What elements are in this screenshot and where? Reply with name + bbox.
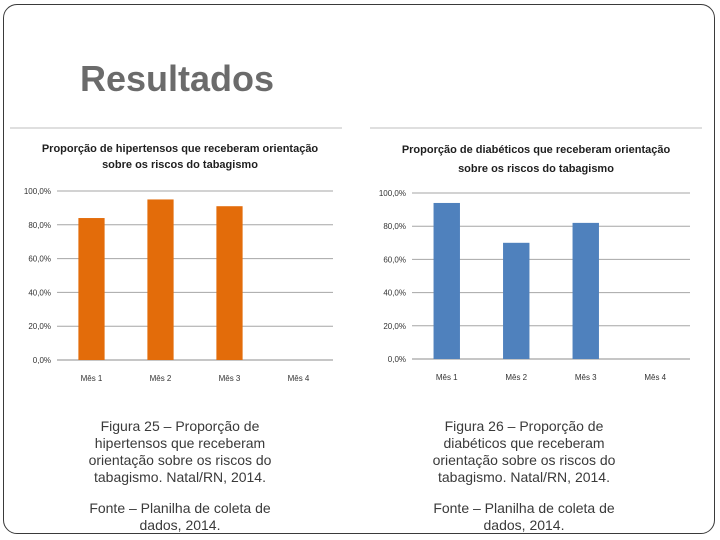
y-tick-label: 40,0% [383,289,406,298]
x-category-label: Mês 2 [150,374,172,383]
slide-frame [3,4,715,534]
x-category-label: Mês 4 [644,373,666,382]
y-tick-label: 80,0% [383,222,406,231]
x-category-label: Mês 2 [505,373,527,382]
bar-diabeticos-mes-3 [572,222,599,359]
x-category-label: Mês 4 [288,374,310,383]
x-category-label: Mês 3 [219,374,241,383]
slide-title: Resultados [80,58,275,99]
chart-title-line: sobre os riscos do tabagismo [458,163,614,175]
y-tick-label: 20,0% [28,322,51,331]
y-tick-label: 100,0% [379,189,406,198]
chart-title-line: Proporção de diabéticos que receberam or… [402,144,671,156]
y-tick-label: 40,0% [28,288,51,297]
chart-hipertensos: Proporção de hipertensos que receberam o… [10,127,342,383]
chart-title-line: Proporção de hipertensos que receberam o… [42,143,319,155]
x-category-label: Mês 1 [436,373,458,382]
figure-25-caption: Figura 25 – Proporção de hipertensos que… [88,418,272,485]
figure-26-caption: Figura 26 – Proporção de diabéticos que … [432,418,616,485]
x-category-label: Mês 3 [575,373,597,382]
figure-25-source: Fonte – Planilha de coleta de dados, 201… [89,500,271,533]
bar-diabeticos-mes-2 [503,242,530,359]
chart-title-line: sobre os riscos do tabagismo [102,159,258,171]
bar-hipertensos-mes-2 [147,199,174,360]
y-tick-label: 0,0% [388,355,406,364]
bar-diabeticos-mes-1 [433,202,460,359]
figure-26-source: Fonte – Planilha de coleta de dados, 201… [433,500,615,533]
y-tick-label: 0,0% [33,356,51,365]
y-tick-label: 60,0% [28,255,51,264]
y-tick-label: 100,0% [24,187,51,196]
y-tick-label: 60,0% [383,255,406,264]
bar-hipertensos-mes-3 [216,206,243,360]
y-tick-label: 20,0% [383,322,406,331]
chart-diabeticos: Proporção de diabéticos que receberam or… [370,127,702,382]
bar-hipertensos-mes-1 [78,218,105,360]
x-category-label: Mês 1 [81,374,103,383]
y-tick-label: 80,0% [28,221,51,230]
